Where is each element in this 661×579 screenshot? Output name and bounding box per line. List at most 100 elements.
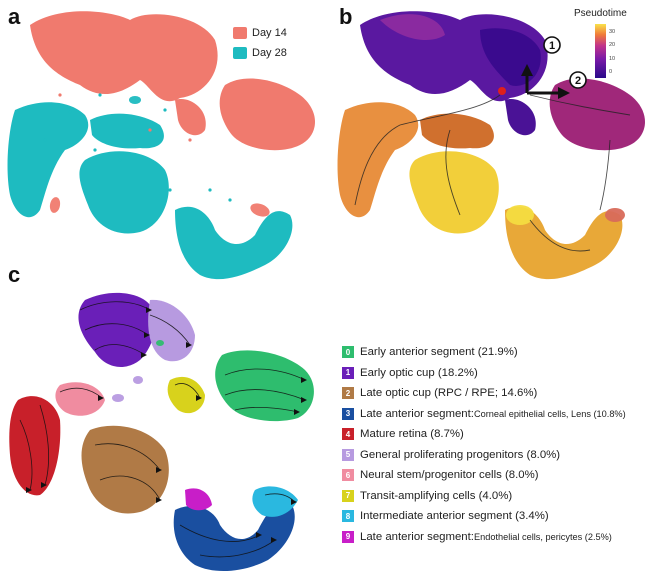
- pseudotime-region: [337, 102, 419, 218]
- velocity-arrowhead: [156, 497, 162, 503]
- pseudotime-colorbar-title: Pseudotime: [574, 8, 627, 19]
- cell-cluster-day14: [30, 11, 218, 102]
- cell-dot: [58, 93, 62, 97]
- trajectory-line: [599, 139, 611, 211]
- cluster-region-9: [185, 488, 212, 511]
- cell-cluster-day28: [7, 102, 89, 218]
- trajectory-line: [529, 94, 631, 116]
- cluster-swatch: 4: [342, 428, 354, 441]
- velocity-arrowhead: [294, 409, 300, 415]
- cell-dot: [98, 93, 102, 97]
- cluster-legend-item: 6 Neural stem/progenitor cells (8.0%): [342, 465, 660, 486]
- cluster-region-2: [81, 425, 169, 514]
- velocity-arrowhead: [141, 352, 147, 358]
- velocity-arrowhead: [156, 467, 162, 473]
- velocity-streamline: [174, 383, 201, 399]
- panel-letter-c: c: [8, 262, 21, 287]
- velocity-arrowhead: [271, 537, 277, 543]
- pseudotime-region: [380, 14, 445, 40]
- legend-item-day28: Day 28: [233, 43, 287, 63]
- velocity-arrowhead: [301, 397, 307, 403]
- cell-cluster-day14: [219, 78, 315, 151]
- cluster-label: Early optic cup (18.2%): [360, 366, 478, 379]
- pseudotime-region: [605, 208, 625, 222]
- branch-number-label: 1: [549, 40, 555, 52]
- legend-label-day14: Day 14: [252, 27, 287, 39]
- velocity-arrowhead: [301, 377, 307, 383]
- branch-arrow-right-head: [558, 87, 570, 99]
- velocity-arrowhead: [186, 342, 192, 348]
- cell-cluster-day14: [175, 99, 206, 136]
- velocity-streamline: [39, 404, 49, 486]
- cluster-region-5: [148, 299, 195, 362]
- cluster-label-detail: Corneal epithelial cells, Lens (10.8%): [473, 408, 626, 419]
- velocity-streamline: [149, 314, 191, 346]
- cluster-swatch: 5: [342, 448, 354, 461]
- trajectory-line: [529, 219, 591, 252]
- cluster-region-4: [9, 396, 61, 496]
- cell-dot: [43, 138, 47, 142]
- cluster-swatch: 3: [342, 407, 354, 420]
- cluster-label: General proliferating progenitors (8.0%): [360, 448, 561, 461]
- pseudotime-region: [505, 99, 536, 136]
- pseudotime-region: [549, 78, 645, 151]
- panel-letter-a: a: [8, 4, 21, 29]
- pseudotime-region: [506, 205, 534, 225]
- velocity-streamline: [84, 323, 149, 336]
- cluster-legend-item: 0 Early anterior segment (21.9%): [342, 342, 660, 363]
- cluster-swatch: 8: [342, 510, 354, 523]
- panel-letter-b: b: [339, 4, 353, 29]
- cell-dot: [188, 138, 192, 142]
- cell-dot: [168, 188, 172, 192]
- pseudotime-region: [409, 151, 499, 234]
- cluster-label-detail: Endothelial cells, pericytes (2.5%): [473, 531, 612, 542]
- cluster-region-0: [215, 350, 314, 422]
- cluster-region-3: [173, 502, 295, 572]
- velocity-streamline: [234, 407, 299, 413]
- cell-cluster-day28: [175, 206, 293, 280]
- branch-number-circle: [569, 71, 587, 89]
- cluster-legend-item: 2 Late optic cup (RPC / RPE; 14.6%): [342, 383, 660, 404]
- branch-number-circle: [543, 36, 561, 54]
- branch-number-label: 2: [575, 75, 581, 87]
- cluster-label: Late anterior segment:: [360, 530, 474, 543]
- velocity-streamline: [79, 301, 151, 311]
- cluster-legend-item: 9 Late anterior segment: Endothelial cell…: [342, 527, 660, 548]
- cluster-legend-item: 7 Transit-amplifying cells (4.0%): [342, 486, 660, 507]
- cell-dot: [148, 128, 152, 132]
- velocity-arrowhead: [256, 532, 262, 538]
- velocity-arrowhead: [196, 395, 202, 401]
- cluster-swatch: 0: [342, 346, 354, 359]
- cell-dot: [68, 110, 72, 114]
- velocity-streamline: [99, 475, 161, 501]
- cluster-label: Late anterior segment:: [360, 407, 474, 420]
- cell-dot: [118, 158, 122, 162]
- legend-swatch-day28: [233, 47, 247, 59]
- cell-dot: [208, 188, 212, 192]
- trajectory-line: [445, 129, 461, 216]
- legend-item-day14: Day 14: [233, 23, 287, 43]
- cell-cluster-day28: [90, 113, 164, 149]
- cluster-legend-item: 5 General proliferating progenitors (8.0%…: [342, 445, 660, 466]
- cluster-region-8: [252, 486, 298, 517]
- cluster-label: Neural stem/progenitor cells (8.0%): [360, 469, 539, 482]
- cluster-region-7: [167, 376, 205, 414]
- velocity-arrowhead: [98, 395, 104, 401]
- cluster-swatch: 2: [342, 387, 354, 400]
- trajectory-line: [354, 94, 501, 206]
- velocity-streamline: [224, 368, 306, 381]
- cluster-swatch: 6: [342, 469, 354, 482]
- velocity-arrowhead: [26, 487, 32, 493]
- cluster-swatch: 1: [342, 366, 354, 379]
- cluster-region-5: [133, 376, 143, 384]
- velocity-streamline: [199, 539, 276, 558]
- colorbar-tick: 20: [609, 42, 616, 48]
- panel-c-cluster-legend: 0 Early anterior segment (21.9%) 1 Early o…: [342, 342, 660, 547]
- cluster-legend-item: 4 Mature retina (8.7%): [342, 424, 660, 445]
- panel-a-umap: [7, 11, 315, 280]
- colorbar-tick: 30: [609, 29, 616, 35]
- panel-c-clusters: [9, 292, 314, 572]
- cluster-label: Late optic cup (RPC / RPE; 14.6%): [360, 387, 538, 400]
- panel-b-pseudotime: 12: [337, 11, 645, 280]
